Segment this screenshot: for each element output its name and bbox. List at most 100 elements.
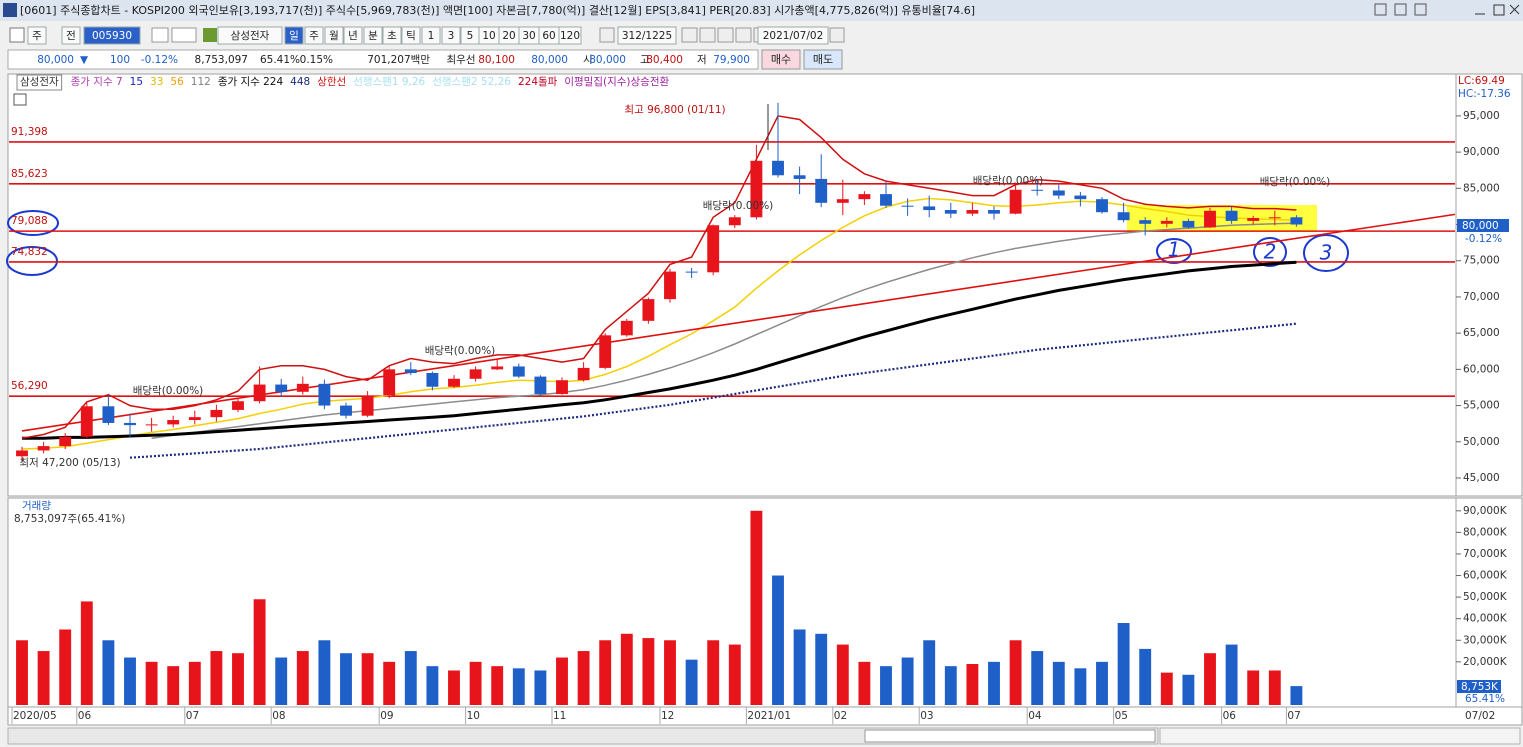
quote-field: 80,000 (531, 54, 568, 66)
volume-bar (1204, 653, 1216, 705)
toolbar-label[interactable]: 틱 (406, 30, 416, 42)
toolbar-button[interactable] (382, 26, 402, 45)
volume-bar (750, 510, 763, 705)
candle-body (1009, 189, 1022, 214)
y-tick-label: 70,000 (1463, 291, 1500, 303)
toolbar-label[interactable]: 5 (467, 30, 474, 42)
toolbar-button[interactable] (617, 26, 677, 45)
candle-body (750, 160, 763, 218)
toolbar-button[interactable] (304, 26, 324, 45)
order-button[interactable] (761, 49, 801, 70)
order-button-label[interactable]: 매도 (813, 53, 833, 66)
handwritten-digit: 3 (1320, 241, 1333, 265)
maximize[interactable] (1493, 4, 1505, 16)
toolbar-button[interactable] (558, 26, 582, 45)
volume-bar (469, 661, 482, 705)
control[interactable] (1394, 3, 1407, 16)
toolbar-button[interactable] (27, 26, 47, 45)
toolbar-icon[interactable] (599, 27, 615, 43)
volume-bar (318, 640, 331, 705)
toolbar-label[interactable]: 312/1225 (622, 30, 672, 42)
quote-field: ▼ (80, 54, 89, 66)
toolbar-label[interactable]: 20 (502, 30, 515, 42)
quote-field: 최우선 (447, 54, 476, 66)
quote-field: 80,000 (37, 54, 74, 66)
volume-bar (1139, 648, 1152, 705)
close[interactable] (1509, 4, 1520, 15)
toolbar-button[interactable] (284, 26, 304, 45)
annotation: 배당락(0.00%) (703, 200, 774, 212)
toolbar-label[interactable]: 일 (289, 29, 299, 42)
volume-bar (772, 575, 784, 705)
y-tick-label: 20,000K (1463, 656, 1508, 668)
toolbar-label[interactable]: 초 (387, 30, 397, 42)
annotation: 배당락(0.00%) (1260, 176, 1331, 188)
toolbar-label[interactable]: 삼성전자 (231, 30, 270, 42)
control[interactable] (1374, 3, 1387, 16)
toolbar-icon[interactable] (829, 27, 845, 43)
volume-subtitle: 8,753,097주(65.41%) (14, 513, 125, 525)
toolbar-label[interactable]: 주 (32, 30, 42, 42)
annotation: 최고 96,800 (01/11) (624, 104, 725, 116)
toolbar-icon[interactable] (9, 27, 25, 43)
toolbar-button[interactable] (83, 26, 141, 45)
order-button[interactable] (803, 49, 843, 70)
y-tick-label: 65,000 (1463, 327, 1500, 339)
toolbar-button[interactable] (363, 26, 383, 45)
toolbar-button[interactable] (757, 26, 829, 45)
volume-title: 거래량 (22, 500, 51, 512)
toolbar-icon[interactable] (699, 27, 716, 43)
x-tick-label: 07 (1287, 710, 1300, 722)
window-controls[interactable] (1374, 3, 1520, 16)
toolbar-label[interactable]: 60 (542, 30, 555, 42)
toolbar-icon[interactable] (717, 27, 734, 43)
quote-field: 고 (640, 54, 650, 66)
volume-bar (167, 666, 180, 705)
current-volume: 8,753K (1461, 681, 1499, 693)
toolbar-label[interactable]: 10 (482, 30, 495, 42)
toolbar-icon[interactable] (203, 28, 217, 42)
toolbar-icon[interactable] (735, 27, 752, 43)
toolbar-label[interactable]: 2021/07/02 (763, 30, 824, 42)
toolbar-label[interactable]: 3 (448, 30, 455, 42)
toolbar-button[interactable] (61, 26, 81, 45)
volume-bar (253, 599, 266, 705)
toolbar-button[interactable] (441, 26, 461, 45)
toolbar-icon[interactable] (151, 27, 169, 43)
toolbar-label[interactable]: 주 (309, 30, 319, 42)
toolbar-button[interactable] (217, 26, 283, 45)
toolbar-label[interactable]: 005930 (92, 30, 132, 42)
toolbar-button[interactable] (324, 26, 344, 45)
panel-icon[interactable] (13, 93, 27, 106)
volume-bar (793, 629, 806, 705)
order-button-label[interactable]: 매수 (771, 53, 791, 66)
quote-field: 0.15% (300, 54, 333, 66)
toolbar-icon[interactable] (171, 27, 197, 43)
y-tick-label: 45,000 (1463, 472, 1500, 484)
control[interactable] (1414, 3, 1427, 16)
toolbar-button[interactable] (401, 26, 421, 45)
candle-body (966, 210, 979, 214)
toolbar-label[interactable]: 120 (560, 30, 580, 42)
toolbar-label[interactable]: 분 (368, 30, 378, 42)
scroll-thumb[interactable] (864, 729, 1156, 743)
bottom-tools[interactable] (1159, 727, 1521, 745)
candle-body (167, 420, 180, 425)
level-label: 79,088 (11, 215, 48, 227)
toolbar-label[interactable]: 년 (348, 30, 358, 42)
volume-bar (124, 657, 136, 705)
candle-body (340, 405, 352, 416)
volume-bar (1117, 623, 1130, 705)
candle-body (37, 446, 50, 451)
volume-bar (685, 659, 698, 705)
toolbar-button[interactable] (343, 26, 363, 45)
toolbar-label[interactable]: 월 (329, 30, 339, 42)
toolbar-button[interactable] (421, 26, 441, 45)
y-tick-label: 60,000 (1463, 363, 1500, 375)
toolbar-label[interactable]: 1 (428, 30, 435, 42)
toolbar-icon[interactable] (681, 27, 698, 43)
toolbar-label[interactable]: 전 (66, 30, 76, 42)
toolbar-label[interactable]: 30 (522, 30, 535, 42)
x-tick-label: 07 (186, 710, 199, 722)
title-bar (0, 0, 1523, 21)
